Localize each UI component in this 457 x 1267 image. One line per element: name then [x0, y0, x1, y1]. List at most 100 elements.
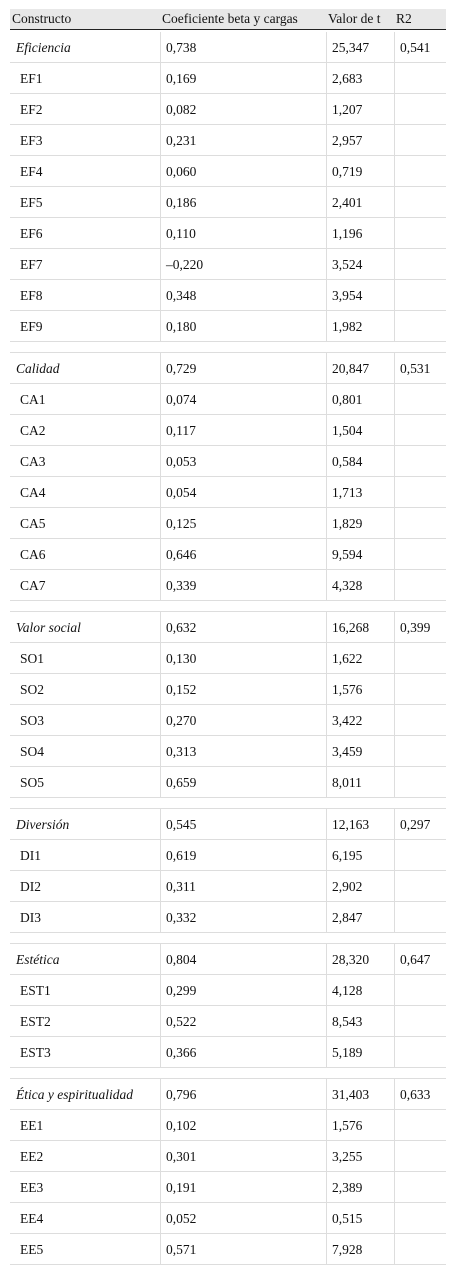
column-divider	[394, 446, 395, 477]
table-row	[10, 384, 446, 415]
row-label: Ética y espiritualidad	[16, 1086, 133, 1102]
header-cell: Valor de t	[328, 11, 381, 26]
cell-value: 4,128	[332, 982, 363, 998]
cell-value: 3,954	[332, 287, 363, 303]
column-divider	[394, 674, 395, 705]
table-row	[10, 1006, 446, 1037]
column-divider	[160, 570, 161, 601]
cell-value: 6,195	[332, 847, 363, 863]
table-row	[10, 32, 446, 63]
cell-value: 0,169	[166, 70, 197, 86]
row-label: CA4	[20, 484, 46, 500]
cell-value: 1,982	[332, 318, 363, 334]
cell-value: 0,796	[166, 1086, 197, 1102]
column-divider	[160, 1037, 161, 1068]
table-row	[10, 809, 446, 840]
column-divider	[394, 1203, 395, 1234]
column-divider	[326, 446, 327, 477]
column-divider	[160, 477, 161, 508]
cell-value: 0,571	[166, 1241, 197, 1257]
cell-value: 0,584	[332, 453, 363, 469]
column-divider	[160, 311, 161, 342]
cell-value: 0,053	[166, 453, 197, 469]
spacer-row	[10, 342, 446, 353]
cell-value: 0,738	[166, 39, 197, 55]
column-divider	[394, 156, 395, 187]
cell-value: 8,011	[332, 774, 362, 790]
column-divider	[160, 1006, 161, 1037]
cell-value: 0,399	[400, 619, 431, 635]
cell-value: 1,576	[332, 681, 363, 697]
column-divider	[394, 1141, 395, 1172]
cell-value: 0,191	[166, 1179, 197, 1195]
row-label: SO1	[20, 650, 45, 666]
row-label: EF8	[20, 287, 43, 303]
spacer-row	[10, 798, 446, 809]
cell-value: 0,301	[166, 1148, 197, 1164]
column-divider	[160, 674, 161, 705]
cell-value: 31,403	[332, 1086, 370, 1102]
column-divider	[394, 570, 395, 601]
table-row	[10, 1141, 446, 1172]
column-divider	[326, 809, 327, 840]
cell-value: 25,347	[332, 39, 370, 55]
row-label: EE5	[20, 1241, 44, 1257]
table-row	[10, 643, 446, 674]
row-label: DI3	[20, 909, 41, 925]
table-row	[10, 353, 446, 384]
column-divider	[394, 63, 395, 94]
column-divider	[160, 94, 161, 125]
column-divider	[326, 508, 327, 539]
cell-value: 28,320	[332, 951, 370, 967]
table-row	[10, 1234, 446, 1265]
cell-value: 2,401	[332, 194, 363, 210]
column-divider	[326, 705, 327, 736]
cell-value: 0,180	[166, 318, 197, 334]
column-divider	[326, 643, 327, 674]
cell-value: 3,255	[332, 1148, 363, 1164]
table-row	[10, 1203, 446, 1234]
column-divider	[326, 840, 327, 871]
cell-value: 0,130	[166, 650, 197, 666]
cell-value: 3,422	[332, 712, 363, 728]
column-divider	[394, 32, 395, 63]
cell-value: 0,186	[166, 194, 197, 210]
cell-value: 20,847	[332, 360, 370, 376]
column-divider	[394, 840, 395, 871]
row-label: EE2	[20, 1148, 44, 1164]
cell-value: 5,189	[332, 1044, 363, 1060]
cell-value: 1,713	[332, 484, 363, 500]
cell-value: 2,902	[332, 878, 363, 894]
cell-value: 0,531	[400, 360, 431, 376]
row-label: CA2	[20, 422, 46, 438]
column-divider	[160, 871, 161, 902]
cell-value: 0,231	[166, 132, 197, 148]
column-divider	[394, 975, 395, 1006]
column-divider	[394, 612, 395, 643]
column-divider	[326, 1006, 327, 1037]
table-row	[10, 902, 446, 933]
cell-value: 0,082	[166, 101, 197, 117]
column-divider	[160, 353, 161, 384]
column-divider	[326, 1234, 327, 1265]
column-divider	[326, 187, 327, 218]
table-row	[10, 94, 446, 125]
row-label: SO3	[20, 712, 45, 728]
row-label: EF7	[20, 256, 43, 272]
column-divider	[160, 32, 161, 63]
row-label: CA3	[20, 453, 46, 469]
column-divider	[326, 125, 327, 156]
column-divider	[326, 539, 327, 570]
column-divider	[326, 1037, 327, 1068]
cell-value: 0,801	[332, 391, 363, 407]
column-divider	[160, 1079, 161, 1110]
cell-value: 0,515	[332, 1210, 363, 1226]
cell-value: 0,729	[166, 360, 197, 376]
cell-value: 0,117	[166, 422, 196, 438]
column-divider	[394, 508, 395, 539]
column-divider	[394, 1234, 395, 1265]
cell-value: 0,270	[166, 712, 197, 728]
cell-value: 0,102	[166, 1117, 197, 1133]
column-divider	[160, 944, 161, 975]
